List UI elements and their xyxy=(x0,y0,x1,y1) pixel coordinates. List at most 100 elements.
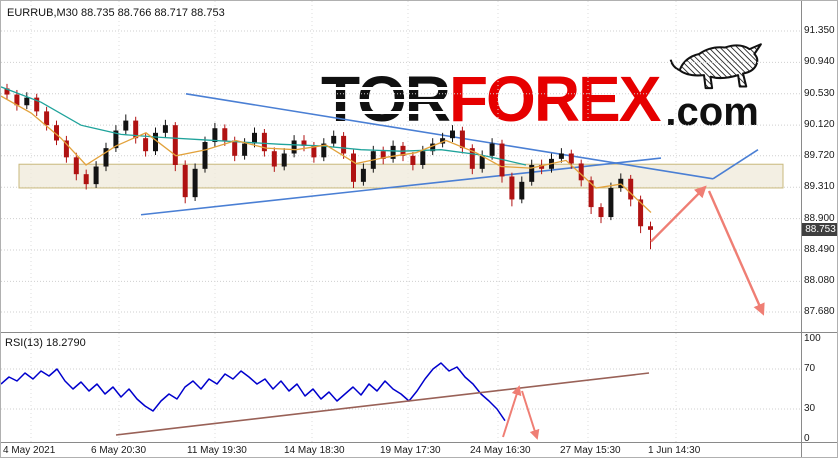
candle-body xyxy=(608,187,614,218)
candle-body xyxy=(489,143,495,156)
candle-body xyxy=(331,135,337,144)
rsi-arrow-up[interactable] xyxy=(502,385,522,438)
rsi-indicator-label: RSI(13) 18.2790 xyxy=(5,337,86,349)
candle-body xyxy=(4,88,10,95)
time-axis-label: 1 Jun 14:30 xyxy=(648,445,701,456)
candle-body xyxy=(123,120,129,131)
candle-body xyxy=(113,130,119,149)
candle-body xyxy=(509,176,515,200)
candle-body xyxy=(380,151,386,159)
candle-body xyxy=(232,140,238,156)
candle-body xyxy=(638,199,644,227)
candle-body xyxy=(93,166,99,185)
price-axis-label: 90.940 xyxy=(804,56,835,68)
time-axis-divider xyxy=(1,442,837,443)
candle-body xyxy=(261,132,267,152)
time-axis-label: 6 May 20:30 xyxy=(91,445,147,456)
candle-body xyxy=(73,157,79,175)
candle-body xyxy=(103,148,109,167)
candle-body xyxy=(618,178,624,188)
candle-body xyxy=(143,138,149,152)
time-axis-label: 19 May 17:30 xyxy=(380,445,441,456)
candle-body xyxy=(54,125,59,141)
watermark-forex: FOREX xyxy=(448,63,661,135)
time-axis-label: 4 May 2021 xyxy=(3,445,56,456)
candle-body xyxy=(578,163,584,181)
candle-body xyxy=(440,138,446,144)
rsi-axis-label: 70 xyxy=(804,363,816,374)
candle-body xyxy=(539,164,545,169)
candle-body xyxy=(588,180,594,208)
time-axis-label: 14 May 18:30 xyxy=(284,445,345,456)
torforex-watermark: TOR FOREX .com xyxy=(321,41,769,135)
price-axis-label: 89.720 xyxy=(804,149,835,161)
candle-body xyxy=(172,125,178,165)
candle-body xyxy=(351,153,356,182)
candle-body xyxy=(360,168,366,182)
candle-body xyxy=(242,143,248,156)
price-axis-label: 90.530 xyxy=(804,87,835,99)
price-axis-label: 88.900 xyxy=(804,212,835,224)
price-axis-label: 88.490 xyxy=(804,243,835,255)
stripe xyxy=(321,87,449,90)
candle-body xyxy=(153,132,158,152)
candle-body xyxy=(202,142,208,169)
price-axis-label: 88.080 xyxy=(804,275,835,287)
candle-body xyxy=(321,143,327,158)
candle-body xyxy=(212,128,218,143)
candle-body xyxy=(34,97,40,112)
candle-body xyxy=(162,125,168,133)
panel-divider[interactable] xyxy=(1,332,837,333)
candle-body xyxy=(450,130,455,139)
rsi-trendline[interactable] xyxy=(115,372,650,436)
projection-arrow-down[interactable] xyxy=(707,190,765,316)
candle-body xyxy=(341,135,347,154)
candle-body xyxy=(459,130,465,149)
candle-body xyxy=(598,207,604,218)
candle-body xyxy=(14,94,20,106)
candle-body xyxy=(63,140,69,158)
watermark-tor: TOR xyxy=(321,63,451,135)
candle-body xyxy=(529,164,535,182)
symbol-ohlc-header: EURRUB,M30 88.735 88.766 88.717 88.753 xyxy=(7,7,225,19)
candle-body xyxy=(568,153,574,164)
rsi-axis-label: 30 xyxy=(804,403,816,414)
ma-fast-line xyxy=(1,95,652,213)
upper-trendline[interactable] xyxy=(185,92,714,180)
stripe xyxy=(321,111,449,114)
candle-body xyxy=(44,111,50,126)
candle-body xyxy=(519,181,525,200)
candle-body xyxy=(252,132,257,144)
rsi-panel-canvas[interactable] xyxy=(1,333,801,443)
candle-body xyxy=(430,143,436,152)
rsi-line xyxy=(1,362,506,422)
price-axis-divider xyxy=(801,1,802,457)
rsi-axis-label: 0 xyxy=(804,433,810,444)
price-axis-label: 91.350 xyxy=(804,25,835,36)
projection-arrow-up[interactable] xyxy=(650,185,707,243)
rsi-arrow-down[interactable] xyxy=(521,390,540,440)
time-axis-label: 27 May 15:30 xyxy=(560,445,621,456)
candle-body xyxy=(390,145,396,159)
upper-trendline[interactable] xyxy=(712,149,759,180)
candle-body xyxy=(24,97,30,106)
candle-body xyxy=(271,151,277,167)
price-axis-label: 87.680 xyxy=(804,306,835,317)
candle-body xyxy=(291,140,297,154)
price-chart-canvas[interactable] xyxy=(1,1,801,332)
candle-body xyxy=(281,153,287,167)
stripe xyxy=(321,99,449,102)
candle-body xyxy=(301,140,307,146)
candle-body xyxy=(182,164,188,198)
candle-body xyxy=(83,174,89,185)
candlesticks xyxy=(4,83,653,250)
candle-body xyxy=(648,226,653,230)
candle-body xyxy=(311,145,317,158)
candle-body xyxy=(192,168,198,198)
current-price-badge: 88.753 xyxy=(802,223,837,237)
candle-body xyxy=(479,155,485,169)
ma-slow-line xyxy=(1,86,527,166)
support-zone[interactable] xyxy=(18,163,784,189)
candle-body xyxy=(410,155,416,165)
